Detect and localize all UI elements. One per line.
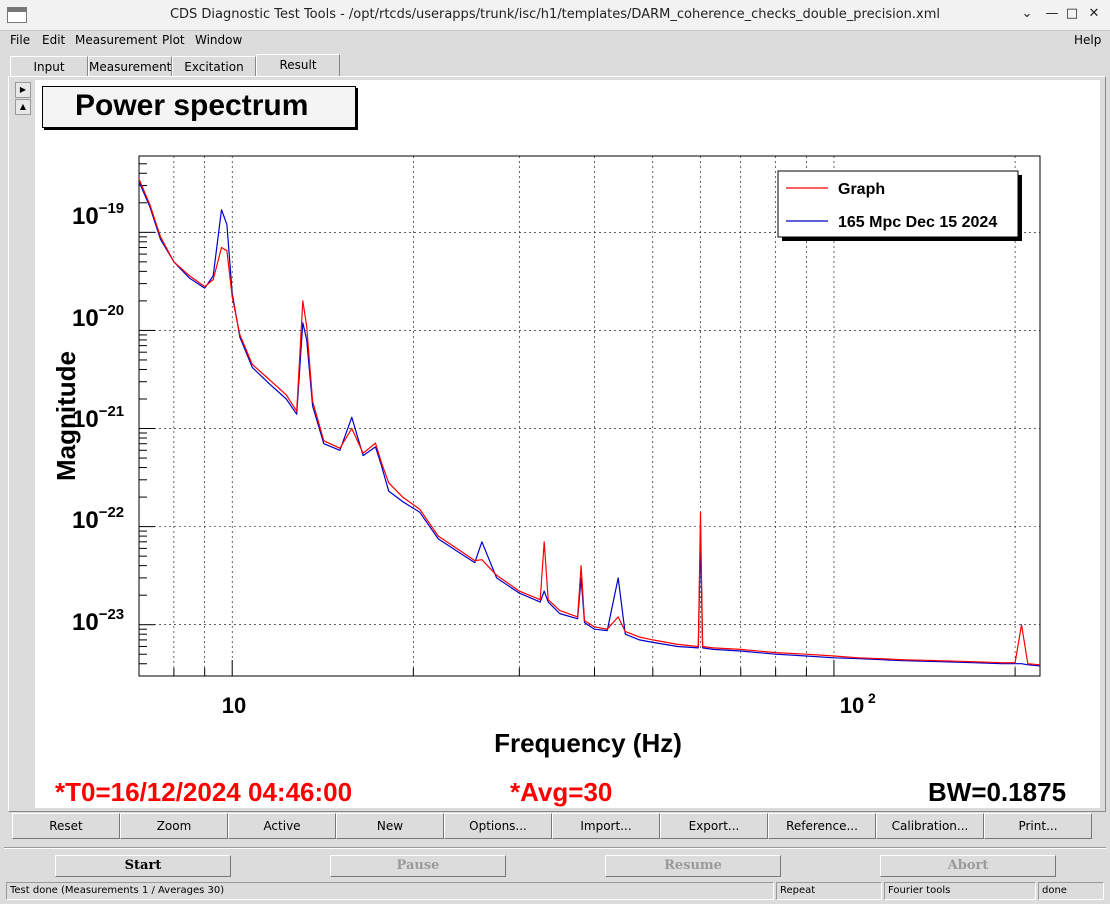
- start-button[interactable]: Start: [55, 855, 231, 877]
- series-line-165-mpc-dec-15-2024: [138, 181, 1041, 667]
- maximize-icon[interactable]: □: [1065, 6, 1079, 21]
- status-message: Test done (Measurements 1 / Averages 30): [6, 882, 774, 900]
- new-button[interactable]: New: [336, 813, 444, 839]
- menu-help[interactable]: Help: [1074, 33, 1102, 47]
- svg-text:2: 2: [868, 690, 876, 706]
- window-title: CDS Diagnostic Test Tools - /opt/rtcds/u…: [169, 7, 941, 22]
- minimize-icon[interactable]: —: [1045, 6, 1059, 21]
- legend-label-reference: 165 Mpc Dec 15 2024: [838, 214, 997, 231]
- status-tools: Fourier tools: [884, 882, 1036, 900]
- series-line-graph: [138, 178, 1041, 666]
- status-repeat: Repeat: [776, 882, 882, 900]
- legend: [777, 170, 1019, 238]
- close-icon[interactable]: ✕: [1088, 6, 1100, 21]
- svg-text:10: 10: [840, 693, 864, 718]
- export-button[interactable]: Export...: [660, 813, 768, 839]
- pause-button[interactable]: Pause: [330, 855, 506, 877]
- zoom-button[interactable]: Zoom: [120, 813, 228, 839]
- tab-excitation[interactable]: Excitation: [172, 56, 256, 77]
- tab-input[interactable]: Input: [10, 56, 88, 77]
- plot-title: Power spectrum: [42, 86, 356, 128]
- menu-measurement[interactable]: Measurement: [75, 33, 158, 47]
- y-tick-label-1e-20: 10−20: [72, 302, 124, 332]
- title-bar: CDS Diagnostic Test Tools - /opt/rtcds/u…: [0, 0, 1110, 31]
- collapse-arrow-icon[interactable]: ▲: [15, 99, 31, 115]
- result-panel: [8, 76, 1106, 812]
- menu-file[interactable]: File: [10, 33, 31, 47]
- menu-edit[interactable]: Edit: [42, 33, 66, 47]
- print-button[interactable]: Print...: [984, 813, 1092, 839]
- import-button[interactable]: Import...: [552, 813, 660, 839]
- legend-label-graph: Graph: [838, 181, 885, 198]
- plot-frame: [138, 155, 1041, 677]
- reset-button[interactable]: Reset: [12, 813, 120, 839]
- y-tick-label-1e-23: 10−23: [72, 606, 124, 636]
- active-button[interactable]: Active: [228, 813, 336, 839]
- avg-label: *Avg=30: [510, 777, 613, 807]
- x-tick-label-100: 10 2: [840, 690, 876, 718]
- bw-label: BW=0.1875: [928, 777, 1067, 807]
- abort-button[interactable]: Abort: [880, 855, 1056, 877]
- calibration-button[interactable]: Calibration...: [876, 813, 984, 839]
- menu-window[interactable]: Window: [195, 33, 243, 47]
- x-axis-label: Frequency (Hz): [494, 728, 682, 758]
- y-tick-label-1e-19: 10−19: [72, 200, 124, 230]
- reference-button[interactable]: Reference...: [768, 813, 876, 839]
- restore-down-icon[interactable]: ⌄: [1021, 6, 1033, 21]
- menu-plot[interactable]: Plot: [162, 33, 185, 47]
- t0-label: *T0=16/12/2024 04:46:00: [55, 777, 353, 807]
- y-axis-label: Magnitude: [51, 351, 81, 481]
- separator: [4, 847, 1106, 849]
- expand-arrow-icon[interactable]: ▶: [15, 82, 31, 98]
- tab-result[interactable]: Result: [256, 54, 340, 77]
- resume-button[interactable]: Resume: [605, 855, 781, 877]
- menu-bar: File Edit Measurement Plot Window Help: [0, 31, 1110, 51]
- x-tick-label-10: 10: [222, 693, 246, 718]
- y-tick-label-1e-22: 10−22: [72, 504, 124, 534]
- app-icon: [7, 7, 27, 23]
- options-button[interactable]: Options...: [444, 813, 552, 839]
- status-state: done: [1038, 882, 1104, 900]
- tab-measurement[interactable]: Measurement: [88, 56, 172, 77]
